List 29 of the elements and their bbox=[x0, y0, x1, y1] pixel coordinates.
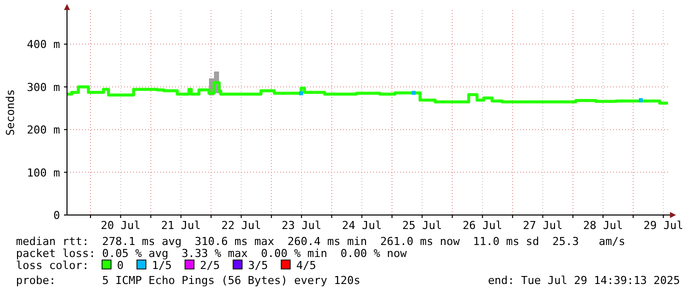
point bbox=[299, 91, 304, 96]
legend-label: 0 bbox=[117, 259, 124, 272]
x-tick-label: 24 Jul bbox=[342, 219, 382, 232]
point bbox=[638, 98, 643, 102]
text: end: Tue Jul 29 14:39:13 2025 bbox=[488, 274, 680, 287]
legend-label: 1/5 bbox=[152, 259, 172, 272]
x-tick-label: 27 Jul bbox=[522, 219, 563, 232]
text: median rtt: 278.1 ms avg 310.6 ms max 260.4 ms min 261.0 ms now 11.0 ms sd 25.3 am/s bbox=[16, 235, 626, 248]
y-tick-label: 400 m bbox=[26, 38, 60, 52]
y-axis-title: Seconds bbox=[4, 89, 17, 136]
y-tick-label: 0 bbox=[53, 209, 60, 222]
y-tick-label: 300 m bbox=[26, 80, 60, 94]
x-tick-label: 28 Jul bbox=[583, 219, 623, 232]
legend-label: 3/5 bbox=[248, 259, 268, 272]
y-tick-label: 100 m bbox=[26, 166, 60, 180]
legend-label: 2/5 bbox=[200, 259, 220, 272]
y-tick-label: 200 m bbox=[26, 124, 60, 137]
x-tick-label: 23 Jul bbox=[282, 219, 322, 232]
legend-label: 4/5 bbox=[296, 259, 316, 272]
x-tick-label: 29 Jul bbox=[643, 219, 684, 232]
x-tick-label: 26 Jul bbox=[462, 219, 502, 232]
text: probe: 5 ICMP Echo Pings (56 Bytes) every 120s bbox=[16, 274, 360, 287]
point bbox=[412, 90, 416, 95]
legend-title: loss color: bbox=[16, 259, 89, 272]
x-tick-label: 22 Jul bbox=[221, 219, 262, 232]
x-tick-label: 20 Jul bbox=[100, 219, 141, 232]
text: packet loss: 0.05 % avg 3.33 % max 0.00 % min 0.00 % now bbox=[16, 247, 408, 260]
x-tick-label: 21 Jul bbox=[161, 219, 201, 232]
x-tick-label: 25 Jul bbox=[402, 219, 442, 232]
